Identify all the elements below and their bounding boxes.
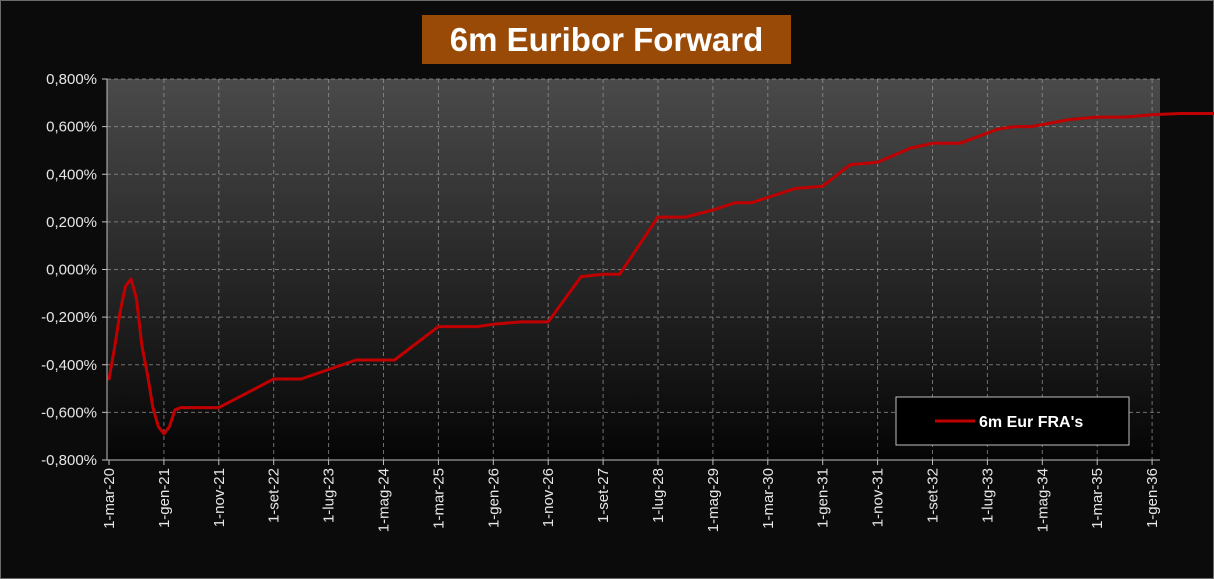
y-tick-label: 0,800% (46, 71, 97, 88)
x-tick-label: 1-gen-21 (156, 468, 173, 528)
y-tick-labels: 0,800% 0,600% 0,400% 0,200% 0,000% -0,200% -0,… (41, 71, 97, 469)
y-tick-label: -0,200% (41, 309, 97, 326)
y-tick-label: 0,200% (46, 214, 97, 231)
x-tick-label: 1-set-27 (595, 468, 612, 523)
x-tick-label: 1-lug-28 (650, 468, 667, 523)
x-tick-label: 1-mar-35 (1089, 468, 1106, 529)
series-line-6m-eur-fras (107, 112, 1214, 436)
legend-box (895, 396, 1130, 446)
y-tick-label: 0,000% (46, 262, 97, 279)
axes (102, 78, 1160, 465)
legend-label: 6m Eur FRA's (979, 414, 1083, 431)
chart-title: 6m Euribor Forward (449, 20, 764, 58)
x-tick-label: 1-lug-33 (979, 468, 996, 523)
x-tick-label: 1-mag-29 (705, 468, 722, 532)
x-tick-label: 1-mar-25 (430, 468, 447, 529)
x-tick-label: 1-mag-24 (376, 468, 393, 532)
x-tick-labels: 1-mar-20 1-gen-21 1-nov-21 1-set-22 1-lug-23… (101, 468, 1161, 532)
y-tick-label: -0,800% (41, 452, 97, 469)
y-tick-label: -0,600% (41, 404, 97, 421)
legend: 6m Eur FRA's (895, 396, 1130, 446)
x-tick-label: 1-mar-30 (760, 468, 777, 529)
y-tick-label: -0,400% (41, 357, 97, 374)
x-tick-label: 1-gen-26 (485, 468, 502, 528)
y-tick-label: 0,600% (46, 119, 97, 136)
x-tick-label: 1-nov-31 (870, 468, 887, 527)
chart-title-box: 6m Euribor Forward (422, 15, 791, 64)
x-tick-label: 1-nov-26 (540, 468, 557, 527)
x-tick-label: 1-gen-31 (815, 468, 832, 528)
x-tick-label: 1-mar-20 (101, 468, 118, 529)
series-layer (107, 112, 1214, 436)
x-tick-label: 1-set-22 (266, 468, 283, 523)
x-tick-label: 1-nov-21 (211, 468, 228, 527)
x-tick-label: 1-set-32 (925, 468, 942, 523)
x-tick-label: 1-gen-36 (1144, 468, 1161, 528)
y-tick-label: 0,400% (46, 166, 97, 183)
x-tick-label: 1-lug-23 (321, 468, 338, 523)
x-tick-label: 1-mag-34 (1034, 468, 1051, 532)
